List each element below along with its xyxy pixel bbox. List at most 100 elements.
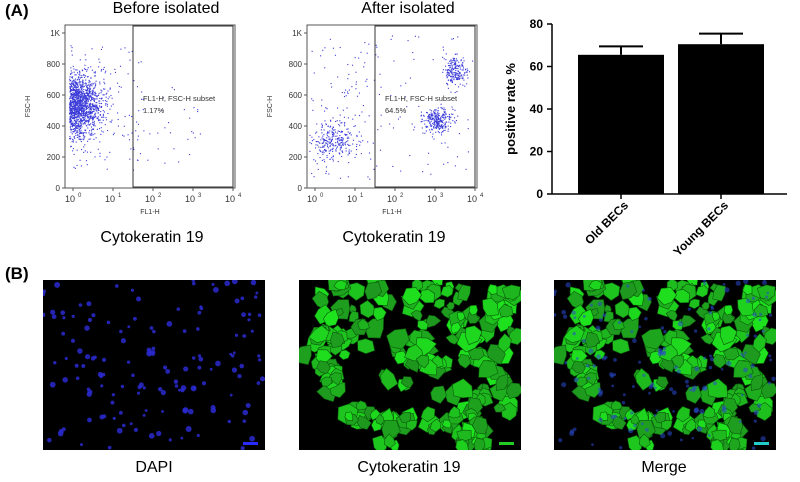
event-dot	[330, 125, 332, 127]
event-dot	[430, 112, 432, 114]
event-dot	[80, 88, 82, 90]
event-dot	[332, 117, 334, 119]
x-tick-exponent: 3	[440, 193, 444, 199]
event-dot	[93, 71, 95, 73]
event-dot	[117, 112, 119, 114]
event-dot	[90, 93, 92, 95]
event-dot	[87, 102, 89, 104]
event-dot	[348, 149, 350, 151]
event-dot	[368, 43, 370, 45]
event-dot	[443, 107, 445, 109]
event-dot	[75, 69, 77, 71]
event-dot	[83, 151, 85, 153]
event-dot	[460, 59, 462, 61]
event-dot	[77, 102, 79, 104]
event-dot	[75, 92, 77, 94]
nucleus	[196, 327, 200, 331]
event-dot	[88, 130, 91, 132]
event-dot	[329, 119, 332, 121]
event-dot	[104, 72, 106, 74]
event-dot	[74, 105, 76, 107]
event-dot	[326, 108, 328, 110]
event-dot	[88, 90, 90, 92]
event-dot	[94, 71, 97, 73]
nucleus	[760, 436, 766, 442]
event-dot	[89, 112, 91, 115]
nucleus	[212, 287, 219, 293]
nucleus	[192, 386, 196, 390]
event-dot	[81, 115, 83, 117]
cell	[333, 280, 348, 290]
event-dot	[69, 111, 71, 113]
event-dot	[75, 101, 77, 103]
event-dot	[187, 138, 189, 140]
cell	[320, 376, 332, 387]
event-dot	[92, 118, 94, 120]
event-dot	[340, 122, 342, 124]
event-dot	[420, 111, 423, 113]
event-dot	[138, 62, 140, 64]
event-dot	[77, 127, 79, 129]
event-dot	[84, 109, 86, 111]
nucleus	[260, 376, 265, 382]
event-dot	[82, 133, 84, 135]
event-dot	[433, 122, 436, 124]
nucleus	[247, 318, 251, 322]
event-dot	[97, 112, 99, 114]
event-dot	[451, 80, 453, 82]
event-dot	[444, 109, 446, 111]
event-dot	[129, 158, 131, 160]
event-dot	[85, 160, 88, 162]
event-dot	[94, 98, 96, 100]
cell	[415, 354, 430, 369]
cell	[418, 289, 436, 304]
event-dot	[391, 35, 394, 37]
event-dot	[446, 83, 448, 85]
event-dot	[325, 150, 327, 152]
nucleus	[144, 409, 148, 412]
cell	[670, 354, 685, 369]
event-dot	[424, 123, 426, 125]
event-dot	[106, 100, 108, 103]
event-dot	[437, 124, 439, 126]
event-dot	[76, 123, 78, 125]
event-dot	[79, 135, 81, 138]
event-dot	[79, 71, 81, 73]
event-dot	[85, 59, 87, 61]
event-dot	[341, 155, 343, 157]
nucleus	[51, 314, 57, 320]
event-dot	[352, 139, 355, 141]
event-dot	[330, 140, 332, 143]
nucleus	[230, 354, 235, 358]
event-dot	[81, 95, 83, 97]
event-dot	[86, 107, 88, 109]
nucleus	[245, 403, 251, 409]
event-dot	[81, 101, 83, 103]
cell	[356, 415, 372, 430]
event-dot	[136, 86, 139, 88]
event-dot	[324, 47, 326, 49]
nucleus	[242, 419, 247, 423]
event-dot	[430, 113, 432, 115]
event-dot	[459, 83, 461, 85]
event-dot	[90, 106, 92, 108]
event-dot	[93, 109, 95, 111]
event-dot	[422, 171, 424, 173]
event-dot	[98, 100, 100, 102]
event-dot	[321, 124, 323, 126]
nucleus	[721, 405, 727, 410]
event-dot	[71, 76, 73, 78]
event-dot	[324, 138, 326, 141]
event-dot	[82, 109, 84, 111]
event-dot	[73, 71, 75, 73]
event-dot	[332, 155, 334, 157]
event-dot	[80, 121, 82, 123]
event-dot	[103, 88, 105, 90]
event-dot	[95, 105, 97, 107]
event-dot	[70, 94, 72, 96]
event-dot	[347, 140, 349, 142]
event-dot	[397, 118, 400, 120]
event-dot	[456, 91, 458, 93]
event-dot	[76, 125, 78, 127]
event-dot	[452, 57, 454, 59]
